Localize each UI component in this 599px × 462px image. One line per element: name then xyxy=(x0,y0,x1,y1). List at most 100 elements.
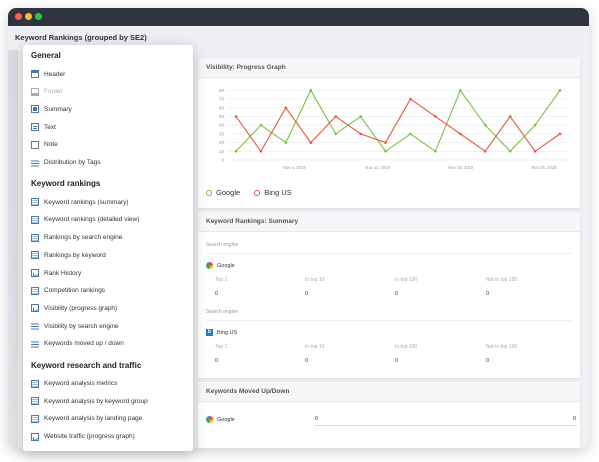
menu-item[interactable]: Summary xyxy=(31,104,72,114)
series-line-bing xyxy=(235,98,561,153)
y-tick-label: 60 xyxy=(219,105,225,110)
summary-icon xyxy=(31,105,39,114)
data-point[interactable] xyxy=(459,89,462,92)
data-point[interactable] xyxy=(359,115,362,118)
table-icon xyxy=(31,286,39,295)
menu-item[interactable]: Note xyxy=(31,140,58,150)
menu-group-title: Keyword rankings xyxy=(31,179,101,189)
data-point[interactable] xyxy=(234,115,238,118)
maximize-window-button[interactable] xyxy=(35,13,42,20)
graph-icon xyxy=(31,269,39,277)
summary-card: Keyword Rankings: Summary Search engine … xyxy=(198,212,580,378)
table-icon xyxy=(31,414,39,423)
data-point[interactable] xyxy=(384,149,387,153)
menu-item[interactable]: Keyword rankings (summary) xyxy=(31,197,129,207)
title-bar xyxy=(8,8,589,26)
menu-item[interactable]: Visibility (progress graph) xyxy=(31,303,117,313)
moved-down-value: 0 xyxy=(315,416,319,422)
note-icon xyxy=(31,140,39,149)
column-label: Not in top 100 xyxy=(486,344,518,350)
menu-item[interactable]: Keyword analysis metrics xyxy=(31,379,117,389)
menu-item-label: Keyword analysis by keyword group xyxy=(44,397,148,405)
table-icon xyxy=(31,215,39,224)
column-label: Not in top 100 xyxy=(486,277,518,283)
google-icon xyxy=(206,416,213,423)
table-icon xyxy=(31,397,39,406)
minimize-window-button[interactable] xyxy=(25,13,32,20)
menu-item[interactable]: Competition rankings xyxy=(31,286,105,296)
menu-item[interactable]: Keyword analysis by landing page xyxy=(31,414,142,424)
data-point[interactable] xyxy=(558,89,562,92)
data-point[interactable] xyxy=(309,141,313,144)
data-point[interactable] xyxy=(284,141,288,144)
data-point[interactable] xyxy=(259,123,263,127)
close-window-button[interactable] xyxy=(15,13,22,20)
stat-value: 0 xyxy=(305,291,309,297)
menu-item-label: Keywords moved up / down xyxy=(44,340,124,348)
data-point[interactable] xyxy=(459,132,462,136)
menu-item[interactable]: Rank History xyxy=(31,268,81,278)
legend-item-google[interactable]: Google xyxy=(206,188,240,197)
data-point[interactable] xyxy=(334,132,337,136)
menu-item[interactable]: Keywords moved up / down xyxy=(31,339,124,349)
y-tick-label: 70 xyxy=(219,97,225,102)
legend-item-bing[interactable]: Bing US xyxy=(254,188,292,197)
graph-icon xyxy=(31,304,39,313)
menu-item[interactable]: Website traffic (progress graph) xyxy=(31,432,135,442)
data-point[interactable] xyxy=(284,106,288,110)
menu-item[interactable]: Visibility by search engine xyxy=(31,321,119,331)
menu-item[interactable]: Keyword analysis by keyword group xyxy=(31,396,148,406)
data-point[interactable] xyxy=(483,149,487,153)
legend-label: Google xyxy=(216,188,241,197)
text-icon xyxy=(31,123,39,132)
menu-item[interactable]: Text xyxy=(31,122,56,132)
data-point[interactable] xyxy=(533,149,537,153)
list-icon xyxy=(31,339,39,348)
data-point[interactable] xyxy=(409,132,412,136)
menu-item-label: Summary xyxy=(44,105,72,113)
menu-item[interactable]: Rankings by keyword xyxy=(31,250,106,260)
data-point[interactable] xyxy=(533,123,537,127)
data-point[interactable] xyxy=(508,149,512,153)
data-point[interactable] xyxy=(234,149,238,153)
data-point[interactable] xyxy=(334,115,337,118)
list-icon xyxy=(31,158,39,167)
menu-item[interactable]: Header xyxy=(31,69,65,79)
stat-value: 0 xyxy=(486,358,490,364)
x-tick-label: Nov 18, 2019 xyxy=(448,165,474,170)
engine-name: Bing US xyxy=(217,329,238,336)
menu-item[interactable]: Footer xyxy=(31,87,63,97)
data-point[interactable] xyxy=(508,115,512,118)
data-point[interactable] xyxy=(434,149,437,153)
visibility-chart: 0 10 20 30 40 50 60 70 80 Nov 4, 2019 Nov 11, 2019… xyxy=(219,88,568,170)
data-point[interactable] xyxy=(409,97,412,101)
app-window: Keyword Rankings (grouped by SE2) Visibi… xyxy=(8,8,589,448)
column-label: Top 1 xyxy=(215,277,228,283)
list-icon xyxy=(31,322,39,331)
menu-item[interactable]: Rankings by search engine xyxy=(31,233,122,243)
data-point[interactable] xyxy=(434,115,437,118)
data-point[interactable] xyxy=(384,141,387,144)
menu-item[interactable]: Keyword rankings (detailed view) xyxy=(31,215,139,225)
table-icon xyxy=(31,233,39,242)
google-icon xyxy=(206,262,213,269)
stat-value: 0 xyxy=(395,291,399,297)
y-tick-label: 50 xyxy=(219,114,225,119)
menu-item-label: Rankings by keyword xyxy=(44,251,106,259)
data-point[interactable] xyxy=(359,132,362,136)
graph-icon xyxy=(31,432,39,441)
series-line-google xyxy=(235,89,561,153)
x-tick-label: Nov 25, 2019 xyxy=(532,165,558,170)
engine-row-google: Google xyxy=(206,416,235,423)
menu-item[interactable]: Distribution by Tags xyxy=(31,158,101,168)
table-icon xyxy=(31,251,39,260)
moved-bar xyxy=(315,425,577,426)
data-point[interactable] xyxy=(483,123,487,127)
column-label: In top 10 xyxy=(305,344,325,350)
stat-value: 0 xyxy=(305,358,309,364)
menu-item-label: Visibility (progress graph) xyxy=(44,304,118,312)
data-point[interactable] xyxy=(259,149,263,153)
data-point[interactable] xyxy=(558,132,562,136)
moved-card-title: Keywords Moved Up/Down xyxy=(198,382,580,402)
data-point[interactable] xyxy=(309,89,313,92)
